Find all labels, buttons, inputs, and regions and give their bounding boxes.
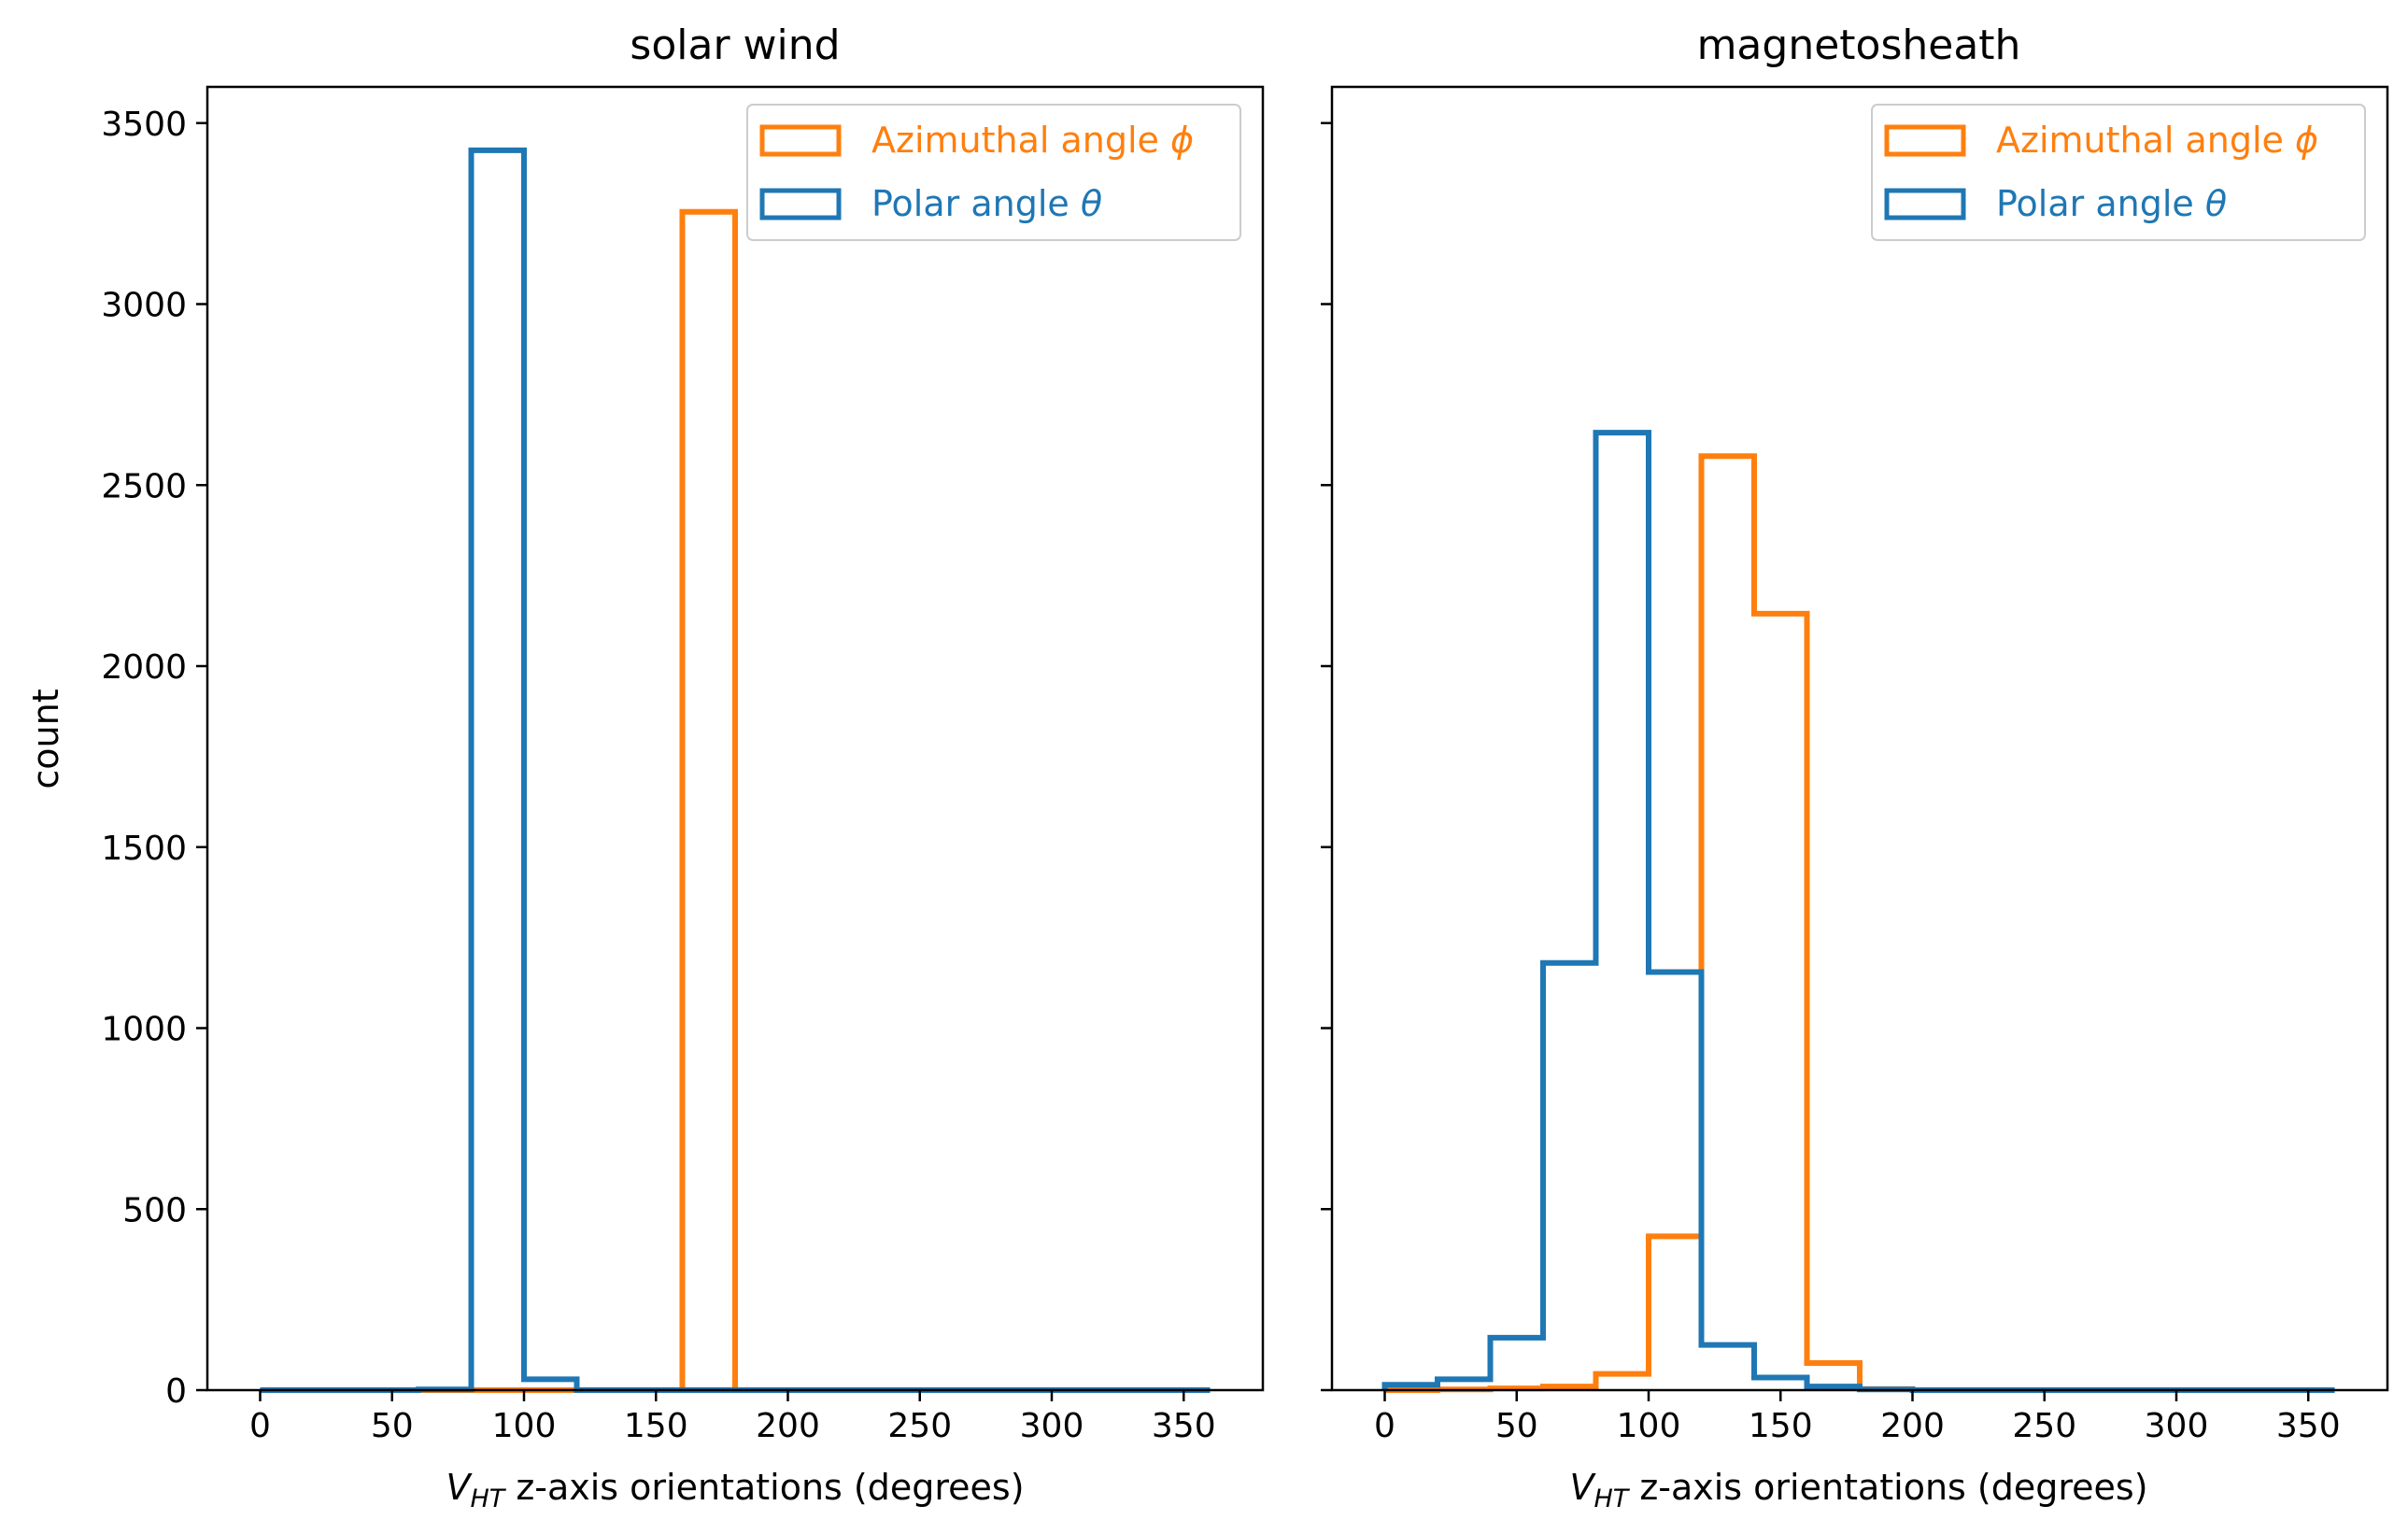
y-axis-label: count [25,689,66,788]
legend: Azimuthal angle ϕ Polar angle θ [1871,104,2366,241]
x-tick-label: 300 [1020,1407,1084,1445]
legend-box [746,104,1241,241]
axes-spines [205,85,1265,1392]
y-tick-label: 1000 [101,1011,187,1049]
x-axis-label: VHT z-axis orientations (degrees) [1569,1467,2147,1513]
x-axis-label-subscript: HT [1594,1484,1630,1513]
x-axis-label-subscript: HT [470,1484,506,1513]
x-axis-label-main: V [1569,1467,1596,1508]
y-axis [1321,121,1332,1392]
axes-spines [1330,85,2389,1392]
x-tick-label: 250 [2012,1407,2076,1445]
legend-box [1871,104,2366,241]
x-tick-label: 350 [1152,1407,1216,1445]
x-tick-label: 200 [1880,1407,1945,1445]
x-axis-label-rest: z-axis orientations (degrees) [504,1467,1024,1508]
legend-swatch-azimuthal [759,124,842,157]
legend-swatch-polar [759,188,842,220]
legend-swatch-azimuthal [1884,124,1966,157]
y-tick-label: 2500 [101,467,187,505]
x-axis: 0 50 100 150 200 250 300 350 [1374,1390,2341,1445]
legend-label-polar: Polar angle θ [1996,183,2227,224]
legend-label-polar: Polar angle θ [871,183,1102,224]
x-tick-label: 50 [1495,1407,1538,1445]
axes-frame [205,85,1265,1392]
y-axis: 0 500 1000 1500 2000 2500 3000 3500 [101,106,207,1411]
axes-frame [1330,85,2389,1392]
x-tick-label: 150 [1749,1407,1813,1445]
x-tick-label: 100 [492,1407,557,1445]
x-tick-label: 0 [1374,1407,1395,1445]
x-axis-label-main: V [446,1467,473,1508]
y-tick-label: 3500 [101,106,187,144]
x-tick-label: 150 [624,1407,688,1445]
x-axis: 0 50 100 150 200 250 300 350 [249,1390,1216,1445]
panel-title: magnetosheath [1697,21,2021,69]
panel-title: solar wind [630,21,840,69]
y-tick-label: 2000 [101,648,187,687]
x-tick-label: 50 [371,1407,414,1445]
legend-label-azimuthal: Azimuthal angle ϕ [871,120,1194,161]
legend-swatch-polar [1884,188,1966,220]
y-tick-label: 500 [122,1191,187,1229]
legend-label-azimuthal: Azimuthal angle ϕ [1996,120,2318,161]
y-tick-label: 3000 [101,287,187,325]
x-tick-label: 350 [2276,1407,2341,1445]
y-tick-label: 0 [165,1372,187,1411]
x-tick-label: 0 [249,1407,271,1445]
x-tick-label: 100 [1617,1407,1681,1445]
x-tick-label: 200 [756,1407,820,1445]
legend: Azimuthal angle ϕ Polar angle θ [746,104,1241,241]
x-axis-label: VHT z-axis orientations (degrees) [446,1467,1024,1513]
panel-solar-wind: solar wind 0 50 100 150 200 250 300 350 0 500 100… [25,21,1265,1513]
x-tick-label: 250 [887,1407,952,1445]
x-axis-label-rest: z-axis orientations (degrees) [1628,1467,2147,1508]
y-tick-label: 1500 [101,830,187,868]
x-tick-label: 300 [2145,1407,2209,1445]
panel-magnetosheath: magnetosheath 0 50 100 150 200 250 300 350 VHT … [1321,21,2389,1513]
